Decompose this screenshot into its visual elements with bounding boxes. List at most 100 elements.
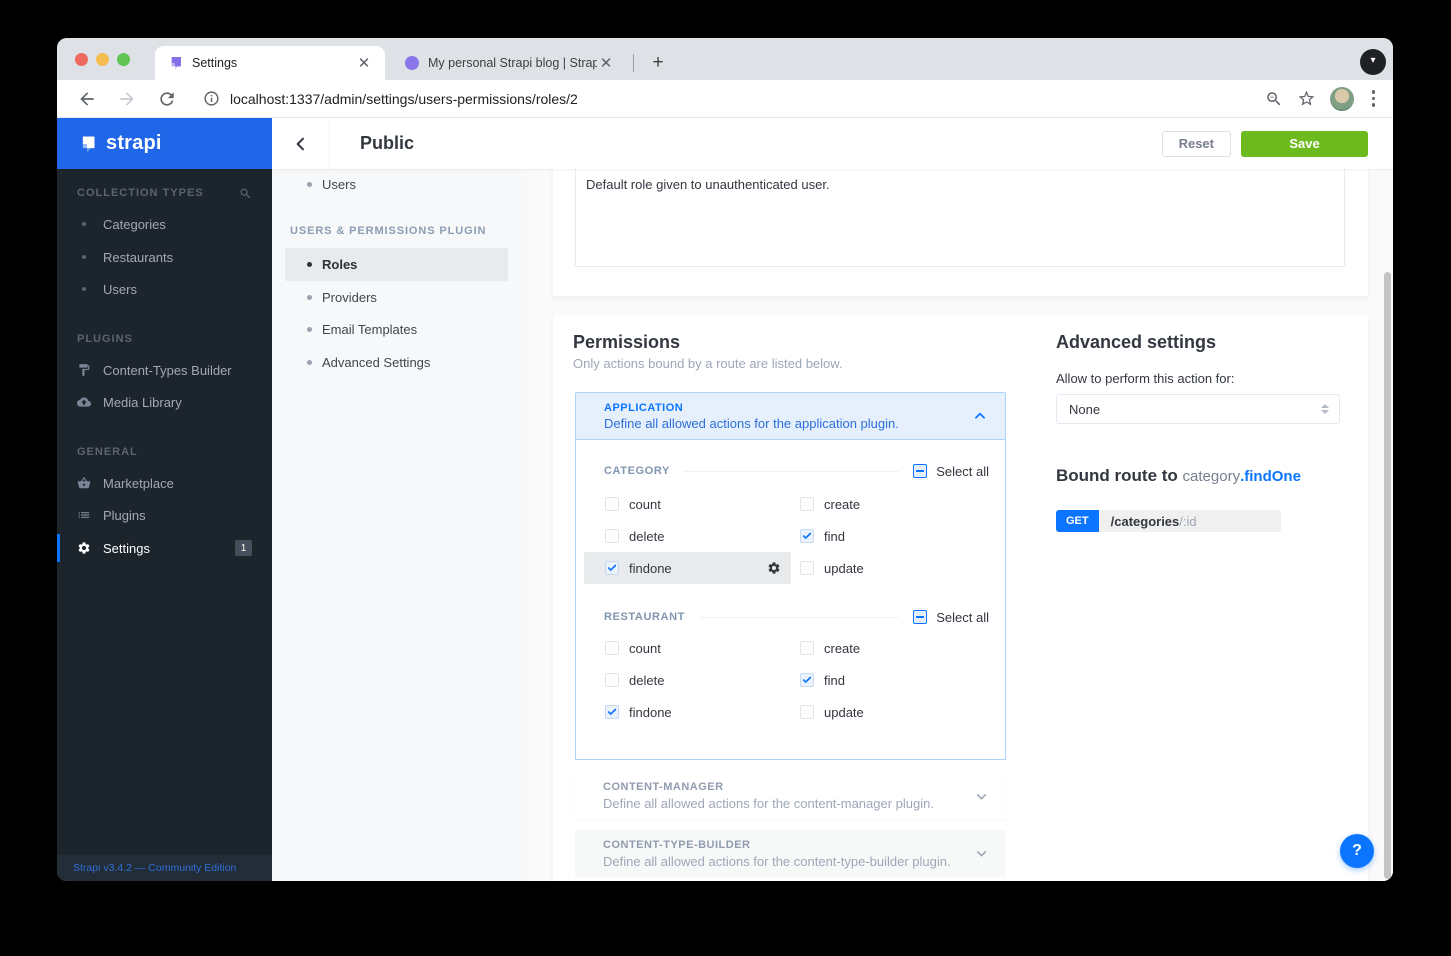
browser-toolbar: localhost:1337/admin/settings/users-perm… bbox=[57, 80, 1393, 118]
select-all-checkbox[interactable] bbox=[913, 610, 928, 624]
gear-icon[interactable] bbox=[767, 561, 781, 575]
bookmark-star-icon[interactable] bbox=[1297, 89, 1316, 108]
permission-restaurant-findone[interactable]: findone bbox=[584, 696, 791, 728]
subnav-item-roles[interactable]: Roles bbox=[285, 248, 508, 281]
close-window-button[interactable] bbox=[75, 53, 88, 66]
save-button[interactable]: Save bbox=[1241, 130, 1368, 157]
sidebar-item-marketplace[interactable]: Marketplace bbox=[57, 469, 272, 497]
tab-blog[interactable]: My personal Strapi blog | Strap ✕ bbox=[397, 46, 623, 80]
permission-category-delete[interactable]: delete bbox=[584, 520, 791, 552]
browser-avatar[interactable] bbox=[1329, 86, 1354, 111]
chevron-down-icon[interactable] bbox=[975, 790, 988, 803]
tab-settings[interactable]: Settings ✕ bbox=[155, 46, 385, 80]
subnav-item-advanced-settings[interactable]: Advanced Settings bbox=[285, 346, 508, 378]
permissions-title: Permissions bbox=[573, 332, 681, 352]
chevron-down-icon[interactable] bbox=[975, 847, 988, 860]
action-for-select[interactable]: None bbox=[1056, 394, 1340, 424]
permissions-card: Permissions Only actions bound by a rout… bbox=[553, 315, 1368, 881]
zoom-out-icon[interactable] bbox=[1265, 90, 1283, 108]
chevron-left-icon bbox=[296, 137, 304, 150]
permission-category-update[interactable]: update bbox=[791, 552, 864, 584]
browser-profile-button[interactable]: ▾ bbox=[1360, 49, 1386, 75]
tab-divider bbox=[633, 54, 634, 72]
permissions-subtitle: Only actions bound by a route are listed… bbox=[573, 356, 843, 371]
browser-menu-icon[interactable] bbox=[1368, 90, 1380, 107]
sidebar-item-users[interactable]: Users bbox=[57, 275, 272, 303]
strapi-logo[interactable]: strapi bbox=[57, 118, 272, 169]
search-icon[interactable] bbox=[239, 187, 252, 200]
main-sidebar: strapi COLLECTION TYPES Categories Resta… bbox=[57, 118, 272, 881]
gear-icon bbox=[78, 542, 90, 554]
advanced-settings-title: Advanced settings bbox=[1056, 332, 1217, 352]
page-title: Public bbox=[360, 133, 415, 153]
close-tab-icon[interactable]: ✕ bbox=[599, 55, 613, 72]
checkbox-icon bbox=[605, 641, 619, 655]
sidebar-item-plugins[interactable]: Plugins bbox=[57, 501, 272, 529]
help-button[interactable]: ? bbox=[1340, 834, 1374, 868]
accordion-content-manager[interactable]: CONTENT-MANAGER Define all allowed actio… bbox=[575, 773, 1006, 819]
role-description-input[interactable]: Default role given to unauthenticated us… bbox=[575, 169, 1345, 267]
tab-title: Settings bbox=[192, 56, 238, 70]
strapi-logo-icon bbox=[82, 136, 95, 152]
subnav-item-providers[interactable]: Providers bbox=[285, 281, 508, 313]
accordion-description: Define all allowed actions for the conte… bbox=[603, 796, 934, 811]
sidebar-item-categories[interactable]: Categories bbox=[57, 210, 272, 238]
strapi-favicon-icon bbox=[171, 57, 181, 70]
chevron-up-icon[interactable] bbox=[973, 409, 987, 423]
action-for-label: Allow to perform this action for: bbox=[1056, 371, 1235, 386]
advanced-settings-panel: Advanced settings Allow to perform this … bbox=[1056, 332, 1346, 532]
permission-category-count[interactable]: count bbox=[584, 488, 791, 520]
sidebar-footer[interactable]: Strapi v3.4.2 — Community Edition bbox=[57, 855, 272, 881]
select-all-label[interactable]: Select all bbox=[936, 609, 989, 625]
subnav-item-users[interactable]: Users bbox=[285, 170, 508, 198]
blog-favicon-icon bbox=[405, 56, 419, 70]
strapi-logo-text: strapi bbox=[106, 132, 162, 154]
sidebar-item-settings[interactable]: Settings 1 bbox=[57, 534, 272, 562]
checkbox-checked-icon bbox=[605, 705, 619, 719]
checkbox-icon bbox=[800, 561, 814, 575]
new-tab-button[interactable]: + bbox=[652, 52, 664, 73]
minimize-window-button[interactable] bbox=[96, 53, 109, 66]
site-info-icon[interactable] bbox=[203, 90, 220, 107]
accordion-description: Define all allowed actions for the appli… bbox=[604, 415, 899, 431]
permission-restaurant-create[interactable]: create bbox=[791, 632, 860, 664]
browser-window: Settings ✕ My personal Strapi blog | Str… bbox=[57, 38, 1393, 881]
permission-restaurant-update[interactable]: update bbox=[791, 696, 864, 728]
permission-category-findone[interactable]: findone bbox=[584, 552, 791, 584]
accordion-name: CONTENT-MANAGER bbox=[603, 781, 724, 793]
http-method-badge: GET bbox=[1056, 510, 1099, 532]
subnav-item-email-templates[interactable]: Email Templates bbox=[285, 313, 508, 345]
reset-button[interactable]: Reset bbox=[1161, 130, 1231, 157]
application-permissions-panel: CATEGORY Select all count create delete … bbox=[575, 440, 1006, 760]
section-general: GENERAL bbox=[77, 446, 138, 458]
page-header: Public Reset Save bbox=[272, 118, 1393, 169]
permission-category-create[interactable]: create bbox=[791, 488, 860, 520]
section-plugins: PLUGINS bbox=[77, 333, 133, 345]
tab-title: My personal Strapi blog | Strap bbox=[428, 56, 597, 70]
accordion-content-type-builder[interactable]: CONTENT-TYPE-BUILDER Define all allowed … bbox=[575, 830, 1006, 877]
url-field[interactable]: localhost:1337/admin/settings/users-perm… bbox=[230, 90, 578, 107]
back-icon[interactable] bbox=[77, 89, 97, 109]
forward-icon[interactable] bbox=[117, 89, 137, 109]
scrollbar-thumb[interactable] bbox=[1384, 272, 1391, 879]
accordion-application[interactable]: APPLICATION Define all allowed actions f… bbox=[575, 392, 1006, 440]
tab-strip: Settings ✕ My personal Strapi blog | Str… bbox=[57, 38, 1393, 80]
close-tab-icon[interactable]: ✕ bbox=[357, 55, 371, 72]
back-button[interactable] bbox=[272, 118, 330, 169]
permission-restaurant-delete[interactable]: delete bbox=[584, 664, 791, 696]
role-description-card: Default role given to unauthenticated us… bbox=[553, 169, 1368, 296]
checkbox-icon bbox=[800, 497, 814, 511]
sidebar-item-restaurants[interactable]: Restaurants bbox=[57, 243, 272, 271]
permission-restaurant-count[interactable]: count bbox=[584, 632, 791, 664]
zoom-window-button[interactable] bbox=[117, 53, 130, 66]
list-icon bbox=[78, 512, 90, 518]
permission-restaurant-find[interactable]: find bbox=[791, 664, 845, 696]
accordion-description: Define all allowed actions for the conte… bbox=[603, 853, 951, 869]
reload-icon[interactable] bbox=[157, 89, 177, 109]
select-all-checkbox[interactable] bbox=[913, 464, 928, 478]
basket-icon bbox=[77, 477, 91, 489]
sidebar-item-content-types-builder[interactable]: Content-Types Builder bbox=[57, 356, 272, 384]
permission-category-find[interactable]: find bbox=[791, 520, 845, 552]
select-all-label[interactable]: Select all bbox=[936, 463, 989, 479]
sidebar-item-media-library[interactable]: Media Library bbox=[57, 388, 272, 416]
